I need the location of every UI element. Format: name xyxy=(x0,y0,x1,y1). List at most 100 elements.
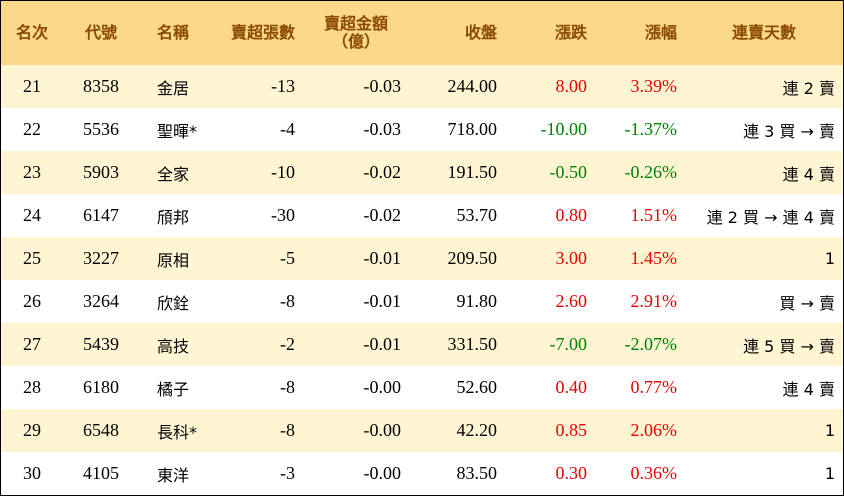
cell-close: 52.60 xyxy=(456,377,498,397)
cell-amount: -0.00 xyxy=(363,420,402,440)
cell-streak: 連 3 買 → 賣 xyxy=(743,121,835,141)
cell-amount: -0.02 xyxy=(363,162,402,182)
cell-code: 5536 xyxy=(83,119,119,139)
cell-rank: 28 xyxy=(23,377,41,397)
cell-volume: -13 xyxy=(271,76,295,96)
cell-pct: 0.77% xyxy=(630,377,678,397)
table-row[interactable]: 27 5439 高技 -2 -0.01 331.50 -7.00 -2.07% 連 5 買 → … xyxy=(1,323,843,366)
cell-volume: -8 xyxy=(280,377,295,397)
cell-change: 0.30 xyxy=(555,463,588,483)
cell-pct: 1.45% xyxy=(630,248,678,268)
cell-name: 欣銓 xyxy=(157,293,190,313)
cell-rank: 23 xyxy=(23,162,41,182)
cell-change: -0.50 xyxy=(549,162,588,182)
header-pct: 漲幅 xyxy=(595,1,685,65)
cell-change: 0.80 xyxy=(555,205,588,225)
header-pct-label: 漲幅 xyxy=(644,23,677,42)
header-code-label: 代號 xyxy=(84,23,117,42)
cell-name: 橘子 xyxy=(157,379,190,399)
table-row[interactable]: 30 4105 東洋 -3 -0.00 83.50 0.30 0.36% 1 xyxy=(1,452,843,495)
cell-amount: -0.01 xyxy=(363,248,402,268)
cell-rank: 24 xyxy=(23,205,41,225)
cell-pct: -1.37% xyxy=(624,119,678,139)
cell-change: -7.00 xyxy=(549,334,588,354)
header-streak: 連賣天數 xyxy=(685,1,843,65)
cell-amount: -0.01 xyxy=(363,334,402,354)
header-row: 名次 代號 名稱 賣超張數 賣超金額 （億） 收盤 漲跌 漲幅 連賣天數 xyxy=(1,1,843,65)
cell-volume: -2 xyxy=(280,334,295,354)
cell-volume: -8 xyxy=(280,420,295,440)
cell-close: 244.00 xyxy=(447,76,498,96)
cell-rank: 21 xyxy=(23,76,41,96)
cell-close: 83.50 xyxy=(456,463,498,483)
cell-streak: 1 xyxy=(824,249,835,268)
cell-pct: 2.91% xyxy=(630,291,678,311)
cell-rank: 22 xyxy=(23,119,41,139)
cell-code: 6147 xyxy=(83,205,119,225)
cell-pct: 2.06% xyxy=(630,420,678,440)
cell-code: 5903 xyxy=(83,162,119,182)
cell-amount: -0.01 xyxy=(363,291,402,311)
cell-rank: 27 xyxy=(23,334,41,354)
cell-close: 91.80 xyxy=(456,291,498,311)
cell-change: 8.00 xyxy=(555,76,588,96)
cell-change: 0.40 xyxy=(555,377,588,397)
cell-volume: -8 xyxy=(280,291,295,311)
cell-streak: 連 4 賣 xyxy=(782,164,835,184)
header-close: 收盤 xyxy=(409,1,505,65)
cell-change: -10.00 xyxy=(540,119,588,139)
cell-name: 聖暉* xyxy=(157,121,198,141)
cell-close: 191.50 xyxy=(447,162,498,182)
cell-code: 6180 xyxy=(83,377,119,397)
cell-close: 209.50 xyxy=(447,248,498,268)
cell-close: 331.50 xyxy=(447,334,498,354)
cell-streak: 1 xyxy=(824,421,835,440)
header-volume: 賣超張數 xyxy=(209,1,303,65)
cell-change: 2.60 xyxy=(555,291,588,311)
header-volume-label: 賣超張數 xyxy=(230,23,295,42)
cell-change: 0.85 xyxy=(555,420,588,440)
cell-amount: -0.03 xyxy=(363,119,402,139)
header-streak-label: 連賣天數 xyxy=(731,23,796,42)
cell-volume: -3 xyxy=(280,463,295,483)
cell-volume: -30 xyxy=(271,205,295,225)
cell-streak: 連 2 賣 xyxy=(782,78,835,98)
cell-pct: 1.51% xyxy=(630,205,678,225)
cell-streak: 1 xyxy=(824,464,835,483)
cell-name: 高技 xyxy=(157,336,190,356)
cell-name: 原相 xyxy=(157,250,190,270)
table-row[interactable]: 22 5536 聖暉* -4 -0.03 718.00 -10.00 -1.37% 連 3 買 … xyxy=(1,108,843,151)
header-change-label: 漲跌 xyxy=(554,23,587,42)
cell-amount: -0.00 xyxy=(363,463,402,483)
cell-amount: -0.02 xyxy=(363,205,402,225)
cell-amount: -0.03 xyxy=(363,76,402,96)
header-change: 漲跌 xyxy=(505,1,595,65)
cell-code: 8358 xyxy=(83,76,119,96)
cell-name: 全家 xyxy=(157,164,190,184)
cell-streak: 連 5 買 → 賣 xyxy=(743,336,835,356)
header-name-label: 名稱 xyxy=(157,23,190,42)
table-header: 名次 代號 名稱 賣超張數 賣超金額 （億） 收盤 漲跌 漲幅 連賣天數 xyxy=(1,1,843,65)
table-row[interactable]: 26 3264 欣銓 -8 -0.01 91.80 2.60 2.91% 買 → 賣 xyxy=(1,280,843,323)
table-row[interactable]: 25 3227 原相 -5 -0.01 209.50 3.00 1.45% 1 xyxy=(1,237,843,280)
table-row[interactable]: 29 6548 長科* -8 -0.00 42.20 0.85 2.06% 1 xyxy=(1,409,843,452)
table-row[interactable]: 21 8358 金居 -13 -0.03 244.00 8.00 3.39% 連 2 賣 xyxy=(1,65,843,108)
cell-rank: 30 xyxy=(23,463,41,483)
cell-name: 頎邦 xyxy=(157,207,190,227)
header-amount-label: 賣超金額 xyxy=(323,14,388,33)
cell-code: 3264 xyxy=(83,291,119,311)
cell-name: 長科* xyxy=(157,422,198,442)
cell-close: 42.20 xyxy=(456,420,498,440)
table-row[interactable]: 24 6147 頎邦 -30 -0.02 53.70 0.80 1.51% 連 2 買 → 連 … xyxy=(1,194,843,237)
table-row[interactable]: 23 5903 全家 -10 -0.02 191.50 -0.50 -0.26% 連 4 賣 xyxy=(1,151,843,194)
header-close-label: 收盤 xyxy=(464,23,497,42)
header-rank-label: 名次 xyxy=(15,23,48,42)
header-code: 代號 xyxy=(63,1,139,65)
cell-pct: -0.26% xyxy=(624,162,678,182)
table-row[interactable]: 28 6180 橘子 -8 -0.00 52.60 0.40 0.77% 連 4 賣 xyxy=(1,366,843,409)
header-amount-label: （億） xyxy=(331,32,380,51)
cell-code: 4105 xyxy=(83,463,119,483)
header-amount: 賣超金額 （億） xyxy=(303,1,409,65)
